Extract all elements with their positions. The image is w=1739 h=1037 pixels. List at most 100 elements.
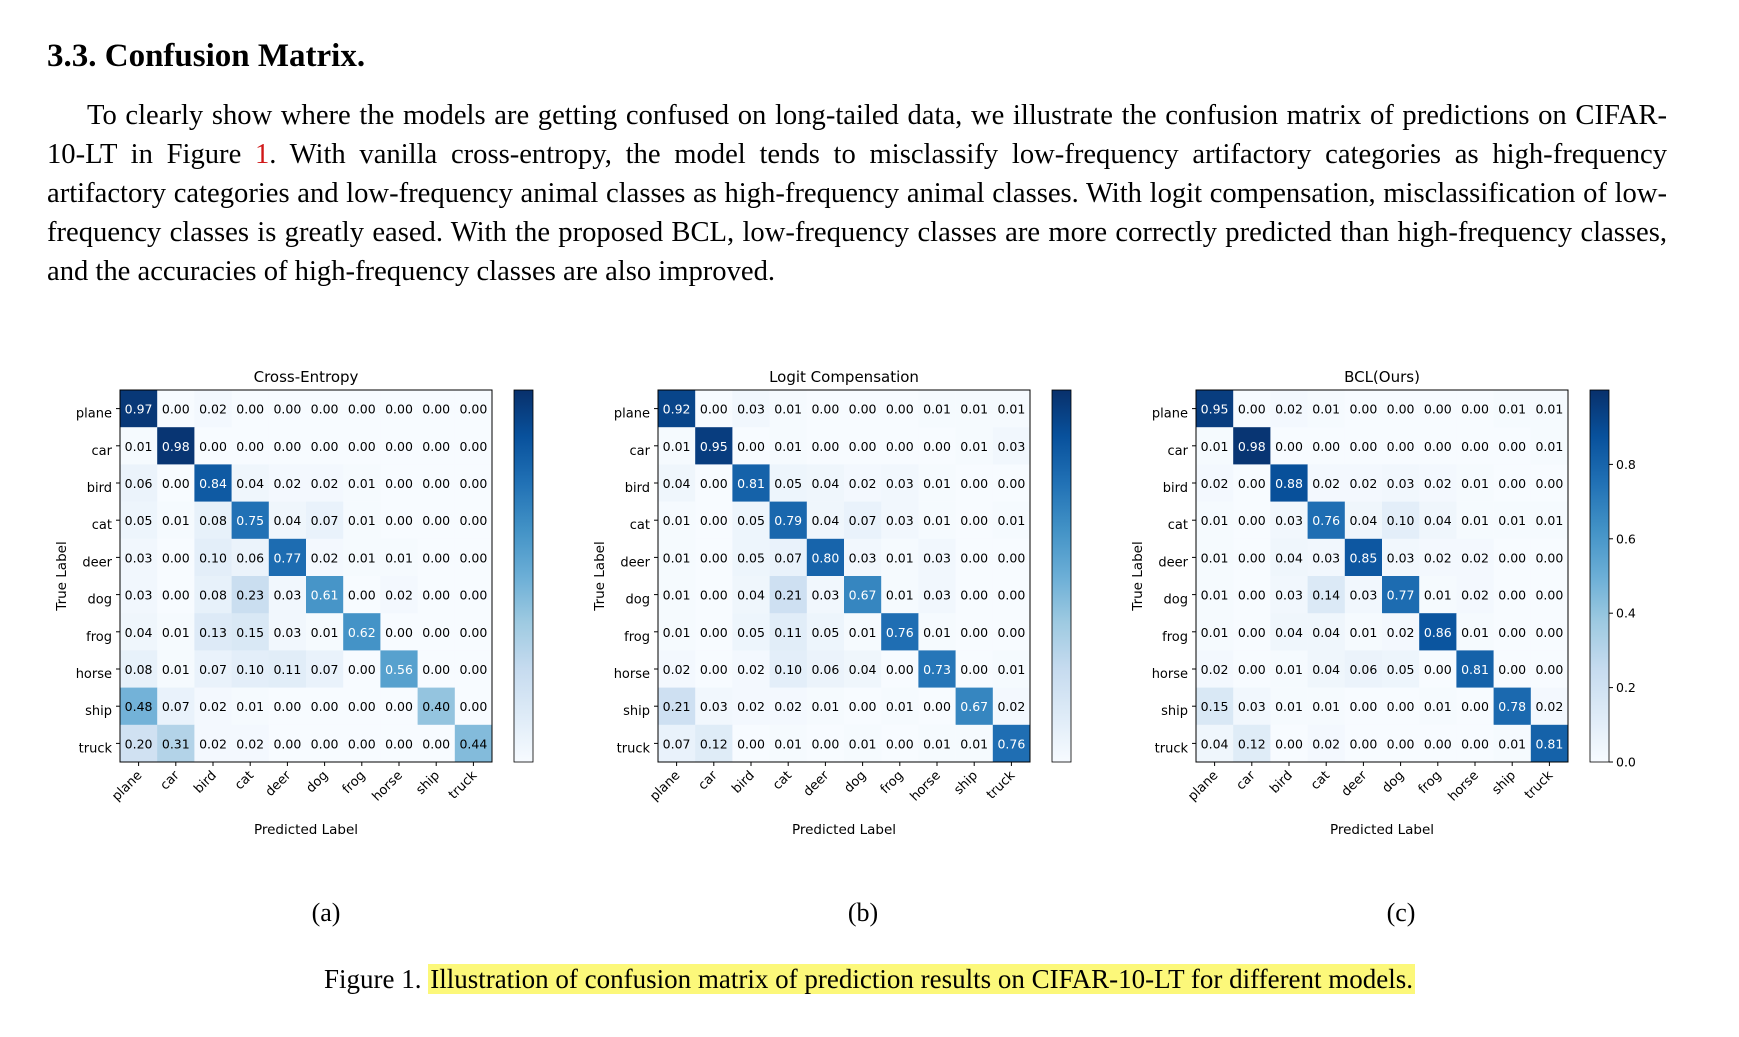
cell-value-label: 0.81 [1461, 662, 1489, 677]
matrix-cell [1196, 390, 1234, 428]
matrix-cell [881, 576, 919, 614]
matrix-cell [918, 687, 956, 726]
cell-value-label: 0.01 [125, 439, 153, 454]
x-tick-label: truck [984, 768, 1019, 803]
colorbar-tick-label: 0.2 [1616, 680, 1636, 695]
cell-value-label: 0.05 [774, 476, 802, 491]
cell-value-label: 0.00 [960, 550, 988, 565]
cell-value-label: 0.02 [1535, 699, 1563, 714]
cell-value-label: 0.01 [774, 736, 802, 751]
matrix-cell [955, 687, 994, 726]
matrix-cell [1382, 390, 1420, 428]
cell-value-label: 0.03 [1238, 699, 1266, 714]
cell-value-label: 0.01 [311, 625, 339, 640]
matrix-cell [1344, 427, 1383, 465]
colorbar [1589, 389, 1610, 763]
cell-value-label: 0.02 [1387, 625, 1415, 640]
caption-highlighted-text: Illustration of confusion matrix of pred… [428, 964, 1416, 994]
cell-value-label: 0.00 [700, 588, 728, 603]
cell-value-label: 0.00 [1535, 550, 1563, 565]
cell-value-label: 0.01 [997, 662, 1025, 677]
matrix-cell [881, 613, 919, 651]
cell-value-label: 0.00 [886, 662, 914, 677]
cell-value-label: 0.01 [923, 513, 951, 528]
y-tick-label: deer [620, 555, 650, 570]
matrix-cell [1530, 650, 1569, 688]
matrix-cell [1270, 613, 1308, 651]
cell-value-label: 0.11 [273, 662, 301, 677]
cell-value-label: 0.00 [811, 439, 839, 454]
subfigure-label-c: (c) [1386, 898, 1416, 927]
matrix-cell [881, 501, 919, 540]
cell-value-label: 0.00 [737, 736, 765, 751]
cell-value-label: 0.01 [1312, 402, 1340, 417]
matrix-cell [157, 390, 195, 428]
cell-value-label: 0.20 [125, 736, 153, 751]
cell-value-label: 0.00 [1424, 736, 1452, 751]
cell-value-label: 0.00 [1498, 625, 1526, 640]
cell-value-label: 0.00 [236, 402, 264, 417]
cell-value-label: 0.78 [1498, 699, 1526, 714]
matrix-cell [1307, 538, 1346, 577]
cell-value-label: 0.01 [923, 736, 951, 751]
matrix-cell [1493, 427, 1532, 465]
cell-value-label: 0.05 [737, 625, 765, 640]
x-tick-label: car [158, 768, 184, 794]
matrix-cell [1382, 538, 1420, 577]
cell-value-label: 0.00 [385, 625, 413, 640]
matrix-cell [343, 427, 381, 465]
matrix-cell [194, 724, 232, 763]
cell-value-label: 0.00 [886, 439, 914, 454]
x-tick-label: bird [729, 768, 757, 796]
cell-value-label: 0.05 [737, 550, 765, 565]
matrix-cell [695, 724, 733, 763]
x-tick-label: plane [1185, 768, 1221, 804]
cell-value-label: 0.86 [1424, 625, 1452, 640]
cell-value-label: 0.02 [737, 662, 765, 677]
matrix-cell [844, 501, 882, 540]
matrix-cell [454, 390, 493, 428]
matrix-cell [1307, 464, 1346, 502]
cell-value-label: 0.00 [700, 550, 728, 565]
cell-value-label: 0.00 [459, 625, 487, 640]
cell-value-label: 0.04 [663, 476, 691, 491]
matrix-cell [343, 538, 381, 577]
cell-value-label: 0.76 [1312, 513, 1340, 528]
matrix-cell [157, 650, 195, 688]
x-tick-label: plane [109, 768, 145, 804]
cell-value-label: 0.07 [663, 736, 691, 751]
y-tick-label: dog [1164, 593, 1188, 608]
cell-value-label: 0.85 [1349, 550, 1377, 565]
matrix-cell [1233, 724, 1271, 763]
cell-value-label: 0.08 [199, 513, 227, 528]
matrix-cell [454, 538, 493, 577]
matrix-cell [955, 501, 994, 540]
cell-value-label: 0.00 [960, 476, 988, 491]
cell-value-label: 0.00 [199, 439, 227, 454]
matrix-cell [918, 613, 956, 651]
cell-value-label: 0.00 [1461, 699, 1489, 714]
x-tick-label: frog [878, 768, 907, 797]
matrix-cell [955, 538, 994, 577]
matrix-cell [881, 390, 919, 428]
matrix-cell [1344, 464, 1383, 502]
cell-value-label: 0.00 [348, 699, 376, 714]
matrix-cell [343, 464, 381, 502]
cell-value-label: 0.00 [700, 625, 728, 640]
paragraph-part-2: . With vanilla cross-entropy, the model … [47, 139, 1667, 287]
matrix-cell [268, 501, 307, 540]
matrix-cell [806, 613, 845, 651]
cell-value-label: 0.01 [1201, 439, 1229, 454]
matrix-cell [268, 687, 307, 726]
cell-value-label: 0.01 [1201, 588, 1229, 603]
figure-reference-link[interactable]: 1 [255, 139, 270, 170]
cell-value-label: 0.08 [125, 662, 153, 677]
cell-value-label: 0.00 [459, 439, 487, 454]
matrix-cell [732, 724, 770, 763]
cell-value-label: 0.00 [1498, 550, 1526, 565]
matrix-cell [806, 464, 845, 502]
cell-value-label: 0.02 [997, 699, 1025, 714]
cell-value-label: 0.00 [1424, 662, 1452, 677]
matrix-cell [1233, 464, 1271, 502]
cell-value-label: 0.67 [849, 588, 877, 603]
